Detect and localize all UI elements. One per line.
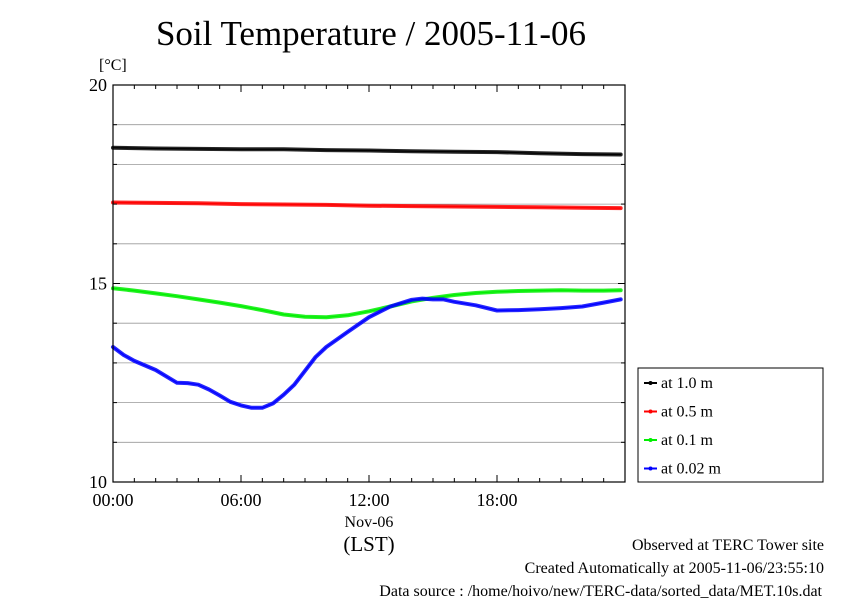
legend-marker xyxy=(648,381,653,385)
chart-title: Soil Temperature / 2005-11-06 xyxy=(155,14,587,53)
footer-created: Created Automatically at 2005-11-06/23:5… xyxy=(524,560,824,577)
footer-data-source: Data source : /home/hoivo/new/TERC-data/… xyxy=(379,583,822,600)
legend-label: at 0.5 m xyxy=(661,404,714,421)
series-line-at-0-02-m xyxy=(111,296,623,410)
series-core-at-1-0-m xyxy=(112,147,622,156)
axis-ticks xyxy=(112,84,626,483)
legend-label: at 0.02 m xyxy=(661,461,722,478)
series-line-at-0-1-m xyxy=(111,286,623,320)
y-tick-label: 15 xyxy=(89,274,107,294)
gridlines xyxy=(113,124,625,443)
y-tick-label: 20 xyxy=(89,75,107,95)
y-axis-label: [°C] xyxy=(99,57,127,74)
legend: at 1.0 m at 0.5 m at 0.1 m at 0.02 m xyxy=(637,367,824,483)
footer-observed: Observed at TERC Tower site xyxy=(631,537,824,554)
legend-marker xyxy=(648,466,653,471)
series-core-at-0-02-m xyxy=(112,298,622,409)
series-core-at-0-1-m xyxy=(112,287,622,318)
legend-marker xyxy=(648,438,653,442)
legend-box xyxy=(637,367,824,483)
x-tick-label: 18:00 xyxy=(476,490,517,510)
legend-marker xyxy=(648,409,653,414)
x-tick-label: 12:00 xyxy=(348,490,389,510)
series-lines xyxy=(111,145,623,410)
y-tick-label: 10 xyxy=(89,472,107,492)
x-axis-label: (LST) xyxy=(343,532,394,556)
series-core-at-0-5-m xyxy=(112,201,622,209)
x-tick-label: 06:00 xyxy=(220,490,261,510)
legend-label: at 1.0 m xyxy=(661,375,714,392)
axis-labels: [°C] Nov-06 (LST) 10 15 20 00:00 06:00 12:00 1… xyxy=(89,57,518,556)
x-date-label: Nov-06 xyxy=(345,514,394,531)
legend-label: at 0.1 m xyxy=(661,432,714,449)
x-tick-label: 00:00 xyxy=(92,490,133,510)
